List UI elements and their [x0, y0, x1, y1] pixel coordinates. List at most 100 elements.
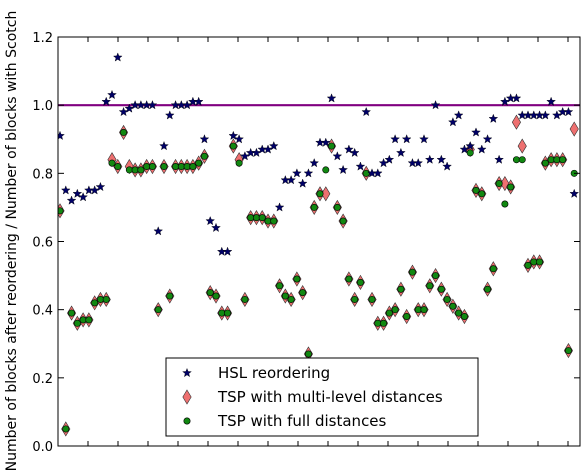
- data-point: [396, 147, 406, 157]
- data-point: [426, 282, 434, 290]
- data-point: [401, 134, 412, 144]
- data-point: [320, 137, 331, 147]
- data-point: [107, 89, 117, 100]
- data-point: [339, 217, 347, 225]
- data-point: [58, 207, 64, 215]
- data-point: [547, 156, 555, 164]
- data-point: [344, 144, 354, 154]
- data-point: [172, 163, 180, 171]
- data-point: [72, 188, 83, 198]
- data-point: [114, 163, 122, 171]
- legend-label: TSP with multi-level distances: [217, 388, 443, 406]
- data-point: [569, 188, 580, 198]
- y-tick-label: 0.6: [32, 236, 53, 251]
- data-point: [299, 289, 307, 297]
- data-point: [263, 144, 273, 154]
- data-point: [507, 183, 515, 191]
- legend-marker: [183, 417, 191, 425]
- data-point: [316, 190, 324, 198]
- data-point: [112, 52, 123, 62]
- data-point: [118, 106, 129, 117]
- data-point: [322, 166, 330, 174]
- data-point: [102, 295, 110, 303]
- y-axis-label: Number of blocks after reordering / Numb…: [4, 11, 20, 471]
- data-point: [430, 100, 441, 110]
- data-point: [546, 96, 556, 106]
- data-point: [79, 316, 87, 324]
- data-point: [95, 181, 106, 192]
- data-point: [235, 159, 243, 167]
- legend-entry: HSL reordering: [182, 364, 330, 382]
- data-point: [459, 144, 470, 154]
- data-point: [274, 202, 285, 212]
- data-point: [148, 163, 156, 171]
- data-point: [159, 140, 169, 151]
- y-tick-label: 1.2: [32, 31, 53, 46]
- data-point: [212, 292, 220, 300]
- data-point: [228, 130, 239, 140]
- series-2: [58, 114, 579, 437]
- data-point: [205, 215, 216, 226]
- data-point: [472, 186, 480, 194]
- data-point: [147, 100, 158, 110]
- data-point: [224, 309, 232, 317]
- data-point: [413, 158, 424, 168]
- data-point: [384, 154, 395, 164]
- data-point: [488, 113, 499, 123]
- legend-label: TSP with full distances: [217, 412, 387, 430]
- data-point: [432, 272, 440, 280]
- legend: HSL reordering TSP with multi-level dista…: [165, 357, 479, 437]
- data-point: [368, 295, 376, 303]
- data-point: [351, 295, 359, 303]
- data-point: [489, 265, 497, 273]
- data-point: [206, 289, 214, 297]
- series-3: [58, 128, 578, 433]
- data-point: [222, 246, 233, 256]
- data-point: [91, 299, 99, 307]
- data-point: [420, 306, 428, 314]
- legend-entry: TSP with full distances: [183, 412, 387, 430]
- y-tick-label: 1.0: [32, 99, 53, 114]
- data-point: [154, 306, 162, 314]
- data-point: [460, 312, 468, 320]
- data-point: [164, 110, 175, 120]
- series-1: [58, 52, 580, 256]
- y-tick-label: 0.0: [32, 440, 53, 455]
- data-point: [66, 195, 77, 205]
- data-point: [124, 103, 135, 113]
- legend-marker: [182, 367, 192, 378]
- data-point: [419, 134, 429, 144]
- data-point: [501, 200, 509, 208]
- y-tick-label: 0.8: [32, 167, 53, 182]
- data-point: [96, 295, 104, 303]
- data-point: [494, 154, 504, 164]
- data-point: [442, 161, 452, 171]
- data-point: [559, 156, 567, 164]
- data-point: [177, 163, 185, 171]
- data-point: [530, 258, 538, 266]
- data-point: [390, 134, 400, 144]
- data-point: [240, 151, 250, 161]
- data-point: [264, 217, 272, 225]
- data-point: [199, 134, 210, 144]
- data-point: [193, 96, 204, 106]
- data-point: [500, 96, 510, 106]
- data-point: [85, 316, 93, 324]
- data-point: [436, 154, 447, 164]
- data-point: [258, 214, 266, 222]
- data-point: [234, 134, 244, 144]
- data-point: [378, 158, 389, 168]
- data-point: [328, 142, 336, 150]
- data-point: [349, 147, 360, 157]
- data-point: [252, 214, 260, 222]
- data-point: [380, 319, 388, 327]
- data-point: [482, 134, 493, 144]
- data-point: [292, 168, 302, 178]
- data-point: [356, 278, 364, 286]
- data-point: [449, 302, 457, 310]
- data-point: [286, 175, 296, 185]
- data-point: [361, 106, 372, 117]
- data-point: [484, 285, 492, 293]
- data-point: [160, 163, 168, 171]
